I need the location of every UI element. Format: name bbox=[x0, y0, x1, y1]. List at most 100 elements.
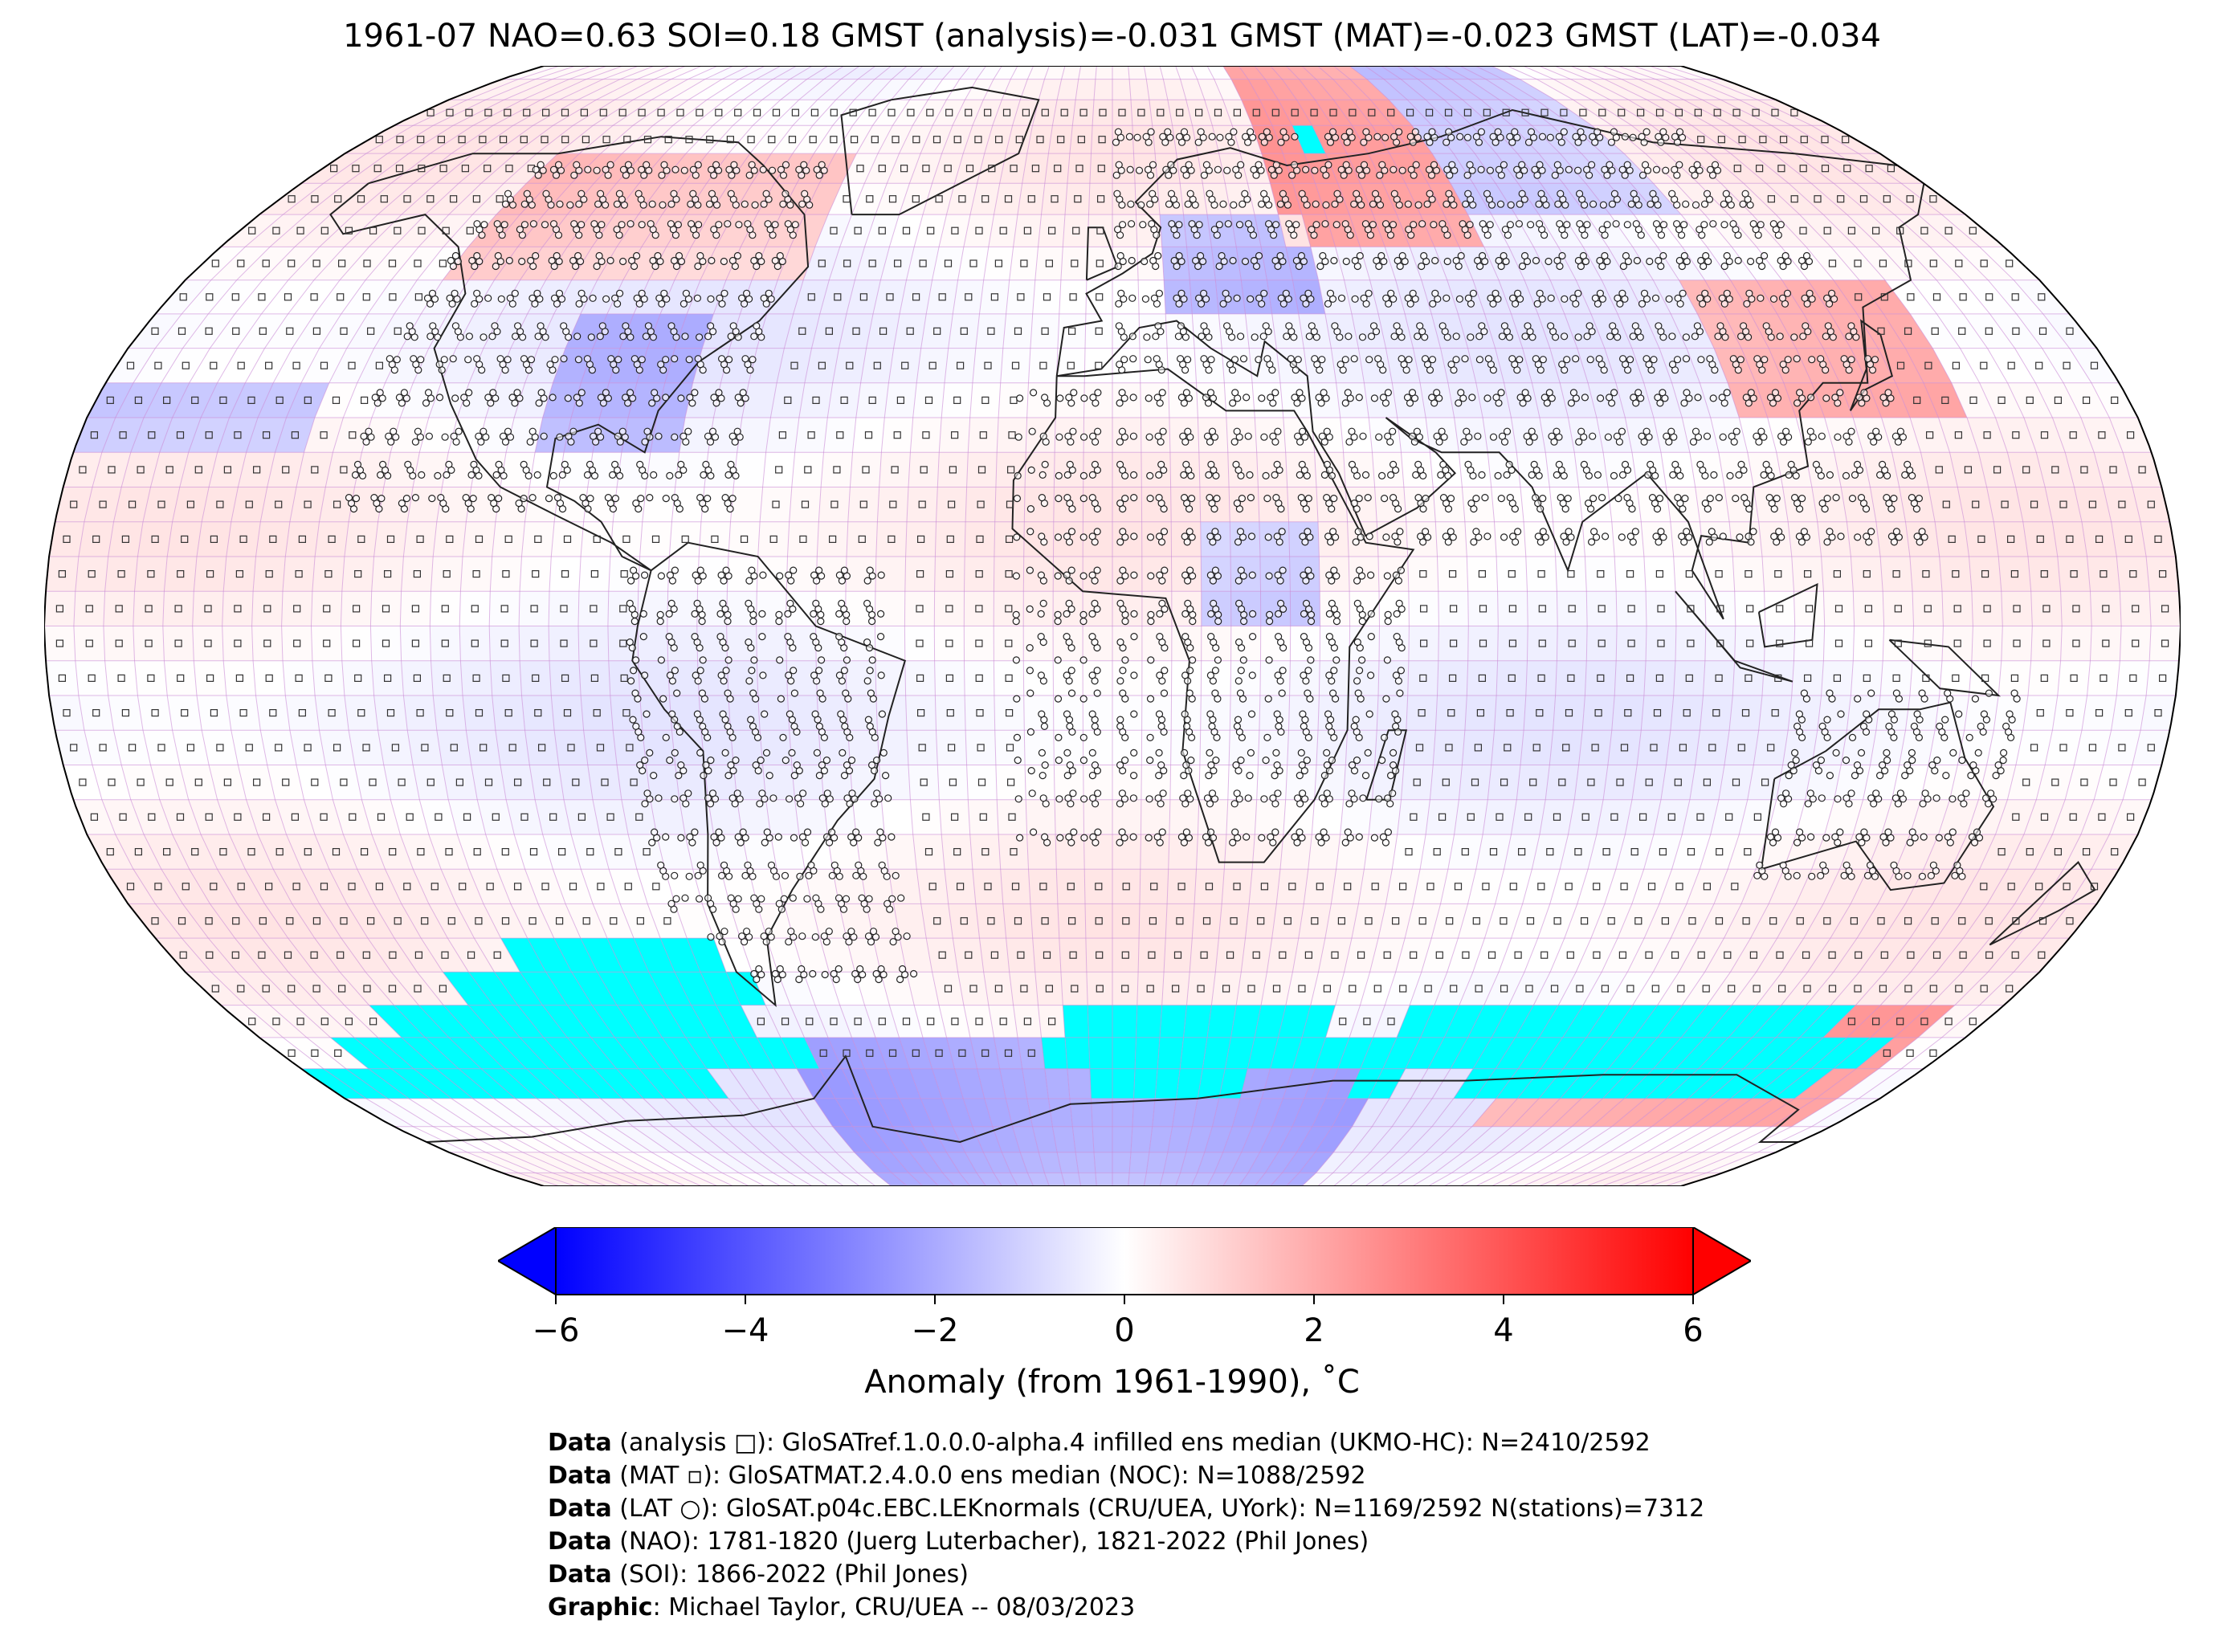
station-marker bbox=[1300, 610, 1308, 618]
station-marker bbox=[1366, 571, 1375, 579]
station-marker bbox=[760, 932, 768, 940]
analysis-marker bbox=[1435, 951, 1443, 959]
grid-cell bbox=[1018, 1037, 1045, 1069]
grid-cell bbox=[1317, 66, 1350, 80]
station-marker bbox=[828, 871, 836, 879]
grid-cell bbox=[872, 100, 910, 126]
grid-cell bbox=[1604, 869, 1644, 904]
grid-cell bbox=[217, 799, 258, 834]
grid-cell bbox=[1781, 972, 1834, 1005]
analysis-marker bbox=[1337, 917, 1346, 925]
missing-cell bbox=[674, 972, 716, 1005]
grid-cell bbox=[1799, 214, 1856, 247]
station-marker bbox=[1392, 671, 1401, 679]
grid-cell bbox=[1245, 904, 1277, 939]
grid-cell bbox=[934, 660, 965, 695]
grid-cell bbox=[1863, 765, 1900, 800]
station-marker bbox=[759, 671, 767, 679]
station-marker bbox=[877, 671, 885, 679]
missing-cell bbox=[1730, 1068, 1789, 1099]
grid-cell bbox=[706, 1068, 750, 1099]
grid-cell bbox=[814, 1098, 853, 1127]
station-marker bbox=[462, 493, 470, 502]
station-marker bbox=[1012, 610, 1020, 619]
grid-cell bbox=[935, 695, 966, 731]
grid-cell bbox=[1653, 183, 1705, 215]
station-marker bbox=[798, 932, 806, 940]
station-marker bbox=[1121, 617, 1129, 626]
missing-cell bbox=[472, 1037, 527, 1069]
grid-cell bbox=[1185, 100, 1213, 126]
grid-cell bbox=[1508, 972, 1551, 1005]
grid-cell bbox=[143, 487, 180, 522]
grid-cell bbox=[1622, 1152, 1684, 1173]
grid-cell bbox=[660, 279, 700, 314]
missing-cell bbox=[571, 972, 617, 1005]
grid-cell bbox=[786, 557, 818, 592]
station-marker bbox=[835, 610, 843, 618]
grid-cell bbox=[634, 279, 675, 314]
grid-cell bbox=[1407, 660, 1438, 695]
grid-cell bbox=[1379, 626, 1410, 661]
grid-cell bbox=[920, 1098, 953, 1127]
grid-cell bbox=[1075, 1152, 1096, 1173]
grid-cell bbox=[881, 418, 913, 453]
grid-cell bbox=[312, 557, 345, 592]
station-marker bbox=[1274, 571, 1282, 579]
grid-cell bbox=[1028, 348, 1058, 383]
grid-cell bbox=[2030, 591, 2063, 626]
grid-cell bbox=[1732, 660, 1765, 695]
grid-cell bbox=[551, 521, 584, 557]
grid-cell bbox=[494, 1098, 553, 1127]
station-marker bbox=[761, 838, 769, 846]
grid-cell bbox=[1554, 1126, 1612, 1152]
grid-cell bbox=[520, 660, 552, 695]
grid-cell bbox=[49, 695, 84, 731]
grid-cell bbox=[1671, 313, 1715, 349]
grid-cell bbox=[295, 1005, 354, 1038]
station-marker bbox=[1500, 533, 1508, 541]
station-marker bbox=[716, 610, 724, 618]
missing-cell bbox=[1183, 1005, 1212, 1038]
station-marker bbox=[745, 677, 753, 685]
grid-cell bbox=[1938, 799, 1979, 834]
station-marker bbox=[1982, 794, 1990, 802]
station-marker bbox=[1055, 733, 1063, 742]
grid-cell bbox=[1570, 1173, 1622, 1186]
station-marker bbox=[744, 861, 752, 869]
grid-cell bbox=[910, 799, 942, 834]
grid-cell bbox=[827, 382, 861, 418]
station-marker bbox=[749, 689, 757, 697]
analysis-marker bbox=[1323, 985, 1332, 993]
grid-cell bbox=[1707, 972, 1757, 1005]
grid-cell bbox=[965, 487, 996, 522]
grid-cell bbox=[1420, 214, 1459, 247]
grid-cell bbox=[408, 1098, 474, 1127]
grid-cell bbox=[613, 100, 671, 126]
grid-cell bbox=[314, 972, 369, 1005]
station-marker bbox=[1325, 722, 1333, 731]
station-marker bbox=[1353, 677, 1361, 685]
analysis-marker bbox=[1553, 917, 1561, 925]
grid-cell bbox=[620, 1173, 671, 1186]
grid-cell bbox=[835, 79, 875, 100]
grid-cell bbox=[975, 904, 1006, 939]
station-marker bbox=[1233, 789, 1241, 797]
grid-cell bbox=[2042, 313, 2097, 349]
station-marker bbox=[1260, 795, 1268, 803]
station-marker bbox=[1208, 722, 1216, 731]
grid-cell bbox=[1378, 660, 1409, 695]
analysis-marker bbox=[1769, 917, 1777, 925]
missing-cell bbox=[1704, 1005, 1757, 1038]
grid-cell bbox=[1426, 1126, 1472, 1152]
analysis-marker bbox=[151, 917, 159, 925]
station-marker bbox=[1323, 748, 1331, 757]
grid-cell bbox=[262, 247, 320, 280]
analysis-marker bbox=[1550, 985, 1559, 993]
analysis-marker bbox=[1095, 917, 1103, 925]
grid-cell bbox=[811, 313, 847, 349]
grid-cell bbox=[791, 452, 824, 487]
station-marker bbox=[377, 471, 385, 479]
station-marker bbox=[1026, 728, 1035, 736]
grid-cell bbox=[104, 660, 138, 695]
